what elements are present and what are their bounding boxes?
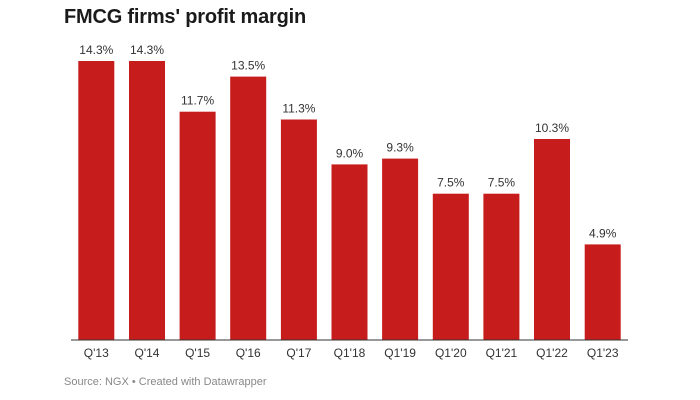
value-label-Q1'21: 7.5% — [488, 176, 516, 190]
bars-group — [78, 61, 621, 340]
bar-Q'16 — [230, 76, 267, 340]
x-tick-Q1'23: Q1'23 — [587, 346, 619, 360]
value-label-Q1'19: 9.3% — [386, 141, 414, 155]
value-label-Q'17: 11.3% — [282, 102, 315, 116]
x-tick-Q1'18: Q1'18 — [334, 346, 366, 360]
x-tick-labels-group: Q'13 Q'14 Q'15 Q'16 Q'17 Q1'18 Q1'19 Q1'20 Q1'21… — [84, 346, 619, 360]
bar-Q'13 — [78, 61, 115, 340]
x-tick-Q'15: Q'15 — [185, 346, 210, 360]
x-tick-Q'13: Q'13 — [84, 346, 109, 360]
x-tick-Q1'19: Q1'19 — [384, 346, 416, 360]
bar-Q1'19 — [382, 158, 419, 340]
bar-Q1'23 — [584, 244, 621, 340]
bar-Q'17 — [280, 119, 317, 340]
source-note: Source: NGX • Created with Datawrapper — [64, 376, 267, 388]
bar-Q1'22 — [534, 139, 570, 340]
value-labels-group: 14.3% 14.3% 11.7% 13.5% 11.3% 9.0% 9.3% 7.5% 7.5… — [79, 43, 616, 240]
bar-Q'15 — [179, 111, 216, 340]
value-label-Q'15: 11.7% — [181, 94, 214, 108]
value-label-Q1'22: 10.3% — [535, 121, 569, 135]
value-label-Q1'18: 9.0% — [336, 146, 364, 160]
value-label-Q'16: 13.5% — [231, 59, 265, 73]
x-tick-Q'16: Q'16 — [236, 346, 261, 360]
x-tick-Q'17: Q'17 — [286, 346, 311, 360]
x-tick-Q1'20: Q1'20 — [435, 346, 467, 360]
value-label-Q1'20: 7.5% — [437, 176, 465, 190]
x-tick-Q'14: Q'14 — [135, 346, 160, 360]
chart-title: FMCG firms' profit margin — [64, 6, 306, 28]
x-tick-Q1'22: Q1'22 — [536, 346, 568, 360]
bar-Q1'21 — [483, 193, 520, 340]
bar-Q'14 — [129, 61, 165, 340]
value-label-Q'14: 14.3% — [130, 43, 164, 57]
value-label-Q'13: 14.3% — [79, 43, 113, 57]
value-label-Q1'23: 4.9% — [589, 226, 617, 240]
bar-Q1'18 — [331, 164, 368, 340]
bar-Q1'20 — [432, 193, 469, 340]
x-tick-Q1'21: Q1'21 — [486, 346, 518, 360]
